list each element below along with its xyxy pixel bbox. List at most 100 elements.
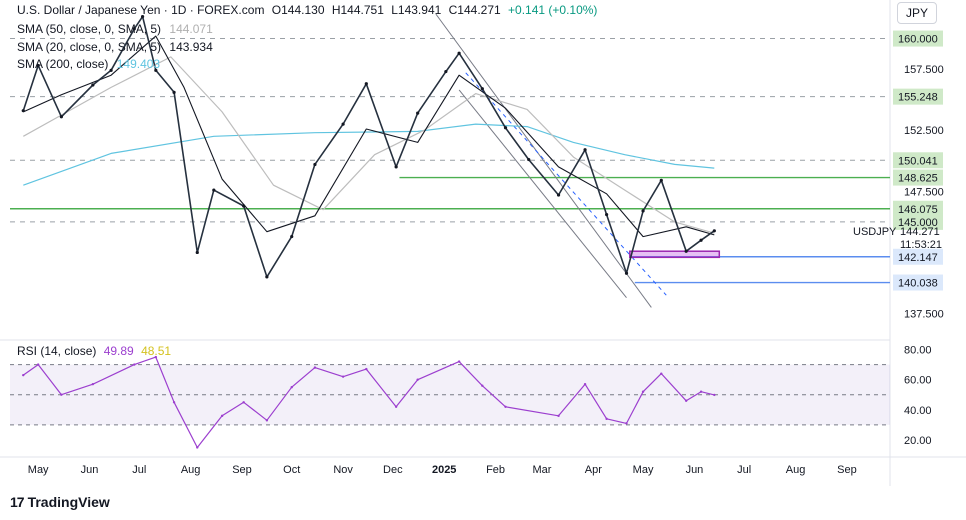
level-label-bg-6 [893, 248, 943, 265]
rsi-point-23 [625, 422, 628, 425]
rsi-tick-0: 80.00 [904, 345, 932, 357]
last-price: 144.271 [900, 226, 940, 238]
tradingview-logo[interactable]: 17 TradingView [10, 494, 110, 510]
price-point-22 [503, 126, 508, 130]
level-label-bg-2 [893, 152, 943, 169]
time-tick-8: 2025 [432, 464, 456, 476]
price-point-9 [195, 250, 199, 255]
chart-title: U.S. Dollar / Japanese Yen · 1D · FOREX.… [17, 3, 265, 17]
rsi-point-4 [133, 363, 136, 366]
level-label-bg-0 [893, 30, 943, 47]
rsi-point-18 [481, 384, 484, 387]
level-label-3: 148.625 [898, 173, 938, 185]
price-point-14 [313, 162, 317, 167]
sma20-value: 143.934 [169, 40, 213, 54]
price-point-4 [109, 68, 113, 72]
tradingview-brand: TradingView [27, 494, 110, 510]
rsi-point-20 [557, 414, 560, 418]
rsi-ma-value: 48.51 [141, 344, 172, 358]
rsi-point-6 [172, 401, 176, 404]
rsi-value: 49.89 [103, 344, 134, 358]
price-point-5 [132, 27, 136, 31]
rsi-tick-2: 40.00 [904, 405, 932, 417]
price-point-6 [140, 14, 145, 19]
time-tick-6: Nov [333, 464, 353, 476]
level-label-6: 142.147 [898, 252, 938, 264]
ohlc-high: H144.751 [331, 3, 384, 17]
price-point-8 [172, 90, 176, 94]
price-point-27 [624, 271, 629, 275]
rsi-point-16 [416, 378, 419, 381]
time-tick-15: Aug [786, 464, 806, 476]
rsi-point-0 [22, 373, 25, 377]
rsi-point-21 [583, 382, 587, 386]
time-tick-12: May [633, 464, 654, 476]
price-point-7 [154, 68, 158, 72]
rsi-point-12 [313, 366, 317, 369]
time-tick-11: Apr [585, 464, 602, 476]
price-point-28 [641, 209, 645, 213]
price-point-0 [21, 109, 25, 113]
level-label-5: 145.000 [898, 217, 938, 229]
sma200-legend[interactable]: SMA (200, close) 149.403 [17, 57, 165, 71]
price-point-29 [659, 178, 663, 182]
rsi-point-14 [365, 367, 368, 371]
channel-line-2 [465, 72, 667, 296]
rsi-point-3 [91, 382, 95, 386]
sma50-value: 144.071 [169, 22, 213, 36]
price-point-21 [480, 87, 484, 91]
currency-button[interactable]: JPY [897, 2, 937, 24]
level-label-bg-7 [893, 274, 943, 291]
price-point-24 [556, 193, 561, 197]
price-point-16 [364, 82, 368, 86]
price-point-13 [290, 234, 294, 239]
chart-header: U.S. Dollar / Japanese Yen · 1D · FOREX.… [17, 3, 601, 17]
time-tick-14: Jul [737, 464, 751, 476]
time-tick-16: Sep [837, 464, 857, 476]
level-label-bg-3 [893, 169, 943, 186]
price-point-11 [242, 204, 246, 208]
price-line [22, 15, 715, 278]
price-point-20 [457, 51, 461, 55]
rsi-point-2 [60, 393, 63, 396]
rsi-point-7 [196, 446, 199, 449]
symbol-label: USDJPY [853, 226, 897, 238]
price-tick-0: 157.500 [904, 64, 944, 76]
time-tick-7: Dec [383, 464, 403, 476]
rsi-legend[interactable]: RSI (14, close) 49.89 48.51 [17, 344, 175, 358]
level-label-bg-1 [893, 88, 943, 105]
time-tick-10: Mar [533, 464, 552, 476]
rsi-point-27 [699, 390, 703, 393]
sma50-line [23, 56, 715, 234]
sma200-line [23, 123, 715, 186]
price-point-31 [699, 238, 703, 242]
bar-countdown: 11:53:21 [900, 239, 942, 251]
rsi-point-13 [341, 375, 345, 378]
price-point-23 [527, 157, 531, 162]
level-label-4: 146.075 [898, 204, 938, 216]
level-label-bg-5 [893, 213, 943, 230]
rsi-point-28 [713, 393, 716, 397]
price-point-10 [212, 188, 216, 192]
sma20-legend[interactable]: SMA (20, close, 0, SMA, 5) 143.934 [17, 40, 218, 54]
rsi-tick-1: 60.00 [904, 375, 932, 387]
rsi-point-11 [290, 386, 293, 389]
sma50-label: SMA (50, close, 0, SMA, 5) [17, 22, 162, 36]
time-tick-0: May [28, 464, 49, 476]
sma50-legend[interactable]: SMA (50, close, 0, SMA, 5) 144.071 [17, 22, 218, 36]
ohlc-close: C144.271 [448, 3, 501, 17]
price-point-32 [712, 229, 716, 233]
level-label-0: 160.000 [898, 34, 938, 46]
price-point-19 [444, 69, 448, 74]
rsi-point-19 [504, 405, 507, 408]
ohlc-open: O144.130 [271, 3, 325, 17]
sma200-label: SMA (200, close) [17, 57, 109, 71]
rsi-point-10 [265, 419, 269, 422]
price-point-26 [605, 212, 609, 217]
price-point-15 [341, 122, 345, 126]
time-tick-2: Jul [132, 464, 146, 476]
rsi-label: RSI (14, close) [17, 344, 97, 358]
price-point-3 [91, 83, 95, 87]
price-change: +0.141 (+0.10%) [508, 3, 598, 17]
